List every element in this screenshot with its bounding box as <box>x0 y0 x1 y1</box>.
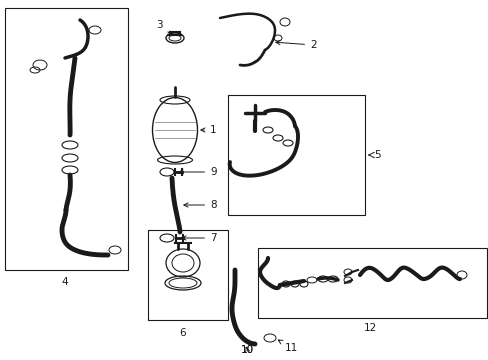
Text: 10: 10 <box>240 345 253 355</box>
Text: 12: 12 <box>363 323 376 333</box>
Text: 4: 4 <box>61 277 68 287</box>
Bar <box>258 248 486 318</box>
Text: 1: 1 <box>201 125 216 135</box>
Bar <box>148 230 227 320</box>
Text: 3: 3 <box>156 20 172 36</box>
Bar <box>227 95 364 215</box>
Text: 7: 7 <box>182 233 216 243</box>
Text: 9: 9 <box>179 167 216 177</box>
Bar <box>5 8 128 270</box>
Text: 10: 10 <box>240 345 253 355</box>
Text: 8: 8 <box>183 200 216 210</box>
Text: 11: 11 <box>278 340 298 353</box>
Text: 6: 6 <box>179 328 186 338</box>
Text: 5: 5 <box>373 150 380 160</box>
Text: 2: 2 <box>275 40 316 50</box>
